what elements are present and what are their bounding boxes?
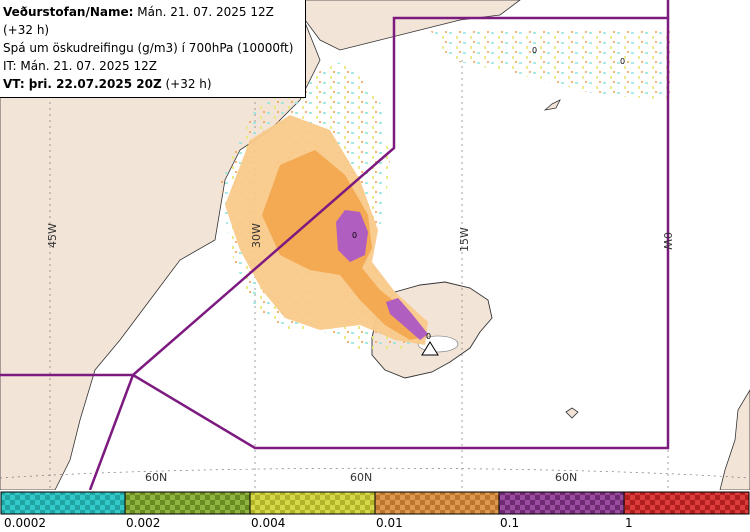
contour-label-3: 0 (620, 57, 625, 66)
info-line-product: Spá um öskudreifingu (g/m3) í 700hPa (10… (3, 41, 294, 55)
latitude-label-2: 60N (350, 471, 372, 484)
jan-mayen-island (543, 99, 561, 111)
legend-swatch-3 (249, 491, 376, 515)
map-canvas: 0 0 0 0 45W 30W 15W 0W 60N 60N 60N (0, 0, 750, 490)
longitude-label-15w: 15W (458, 227, 471, 252)
forecast-info-box: Veðurstofan/Name: Mán. 21. 07. 2025 12Z … (0, 0, 306, 98)
fir-boundary (0, 0, 670, 490)
contour-label-4: 0 (426, 332, 431, 341)
concentration-legend: 0.0002 0.002 0.004 0.01 0.1 1 (0, 490, 750, 532)
legend-threshold-1: 0.0002 (4, 516, 46, 530)
issuer-label: Veðurstofan/Name: (3, 5, 134, 19)
legend-swatch-2 (124, 491, 251, 515)
greenland-landmass (0, 0, 321, 490)
info-line-initial-time: IT: Mán. 21. 07. 2025 12Z (3, 59, 157, 73)
info-line-name: Veðurstofan/Name: Mán. 21. 07. 2025 12Z … (3, 3, 301, 39)
legend-threshold-2: 0.002 (126, 516, 161, 530)
longitude-label-0w: 0W (661, 232, 674, 250)
longitude-label-45w: 45W (46, 223, 59, 248)
legend-threshold-5: 0.1 (500, 516, 520, 530)
legend-threshold-3: 0.004 (251, 516, 286, 530)
legend-swatch-6 (623, 491, 750, 515)
latitude-label-1: 60N (145, 471, 167, 484)
norway-coast (719, 389, 750, 490)
ash-high-core-iceland (386, 298, 428, 340)
legend-swatch-5 (498, 491, 625, 515)
volcano-triangle-icon (421, 341, 439, 356)
graticule (0, 60, 750, 490)
valid-time-offset: (+32 h) (161, 77, 212, 91)
ash-speckle-ne (430, 30, 670, 100)
legend-swatch-1 (0, 491, 126, 515)
latitude-label-3: 60N (555, 471, 577, 484)
issue-time-value: Mán. 21. 07. 2025 12Z (+32 h) (3, 5, 274, 37)
legend-threshold-6: 1 (625, 516, 633, 530)
contour-label-2: 0 (532, 46, 537, 55)
longitude-label-30w: 30W (250, 223, 263, 248)
valid-time-label: VT: þri. 22.07.2025 20Z (3, 77, 162, 91)
legend-colorbar (0, 491, 750, 515)
north-coast-land (299, 0, 521, 51)
faroe-islands (565, 407, 579, 419)
ash-high-core-west (336, 210, 368, 262)
info-line-valid-time: VT: þri. 22.07.2025 20Z (+32 h) (3, 75, 301, 93)
legend-swatch-4 (374, 491, 500, 515)
contour-label-1: 0 (352, 231, 357, 240)
legend-threshold-4: 0.01 (376, 516, 403, 530)
